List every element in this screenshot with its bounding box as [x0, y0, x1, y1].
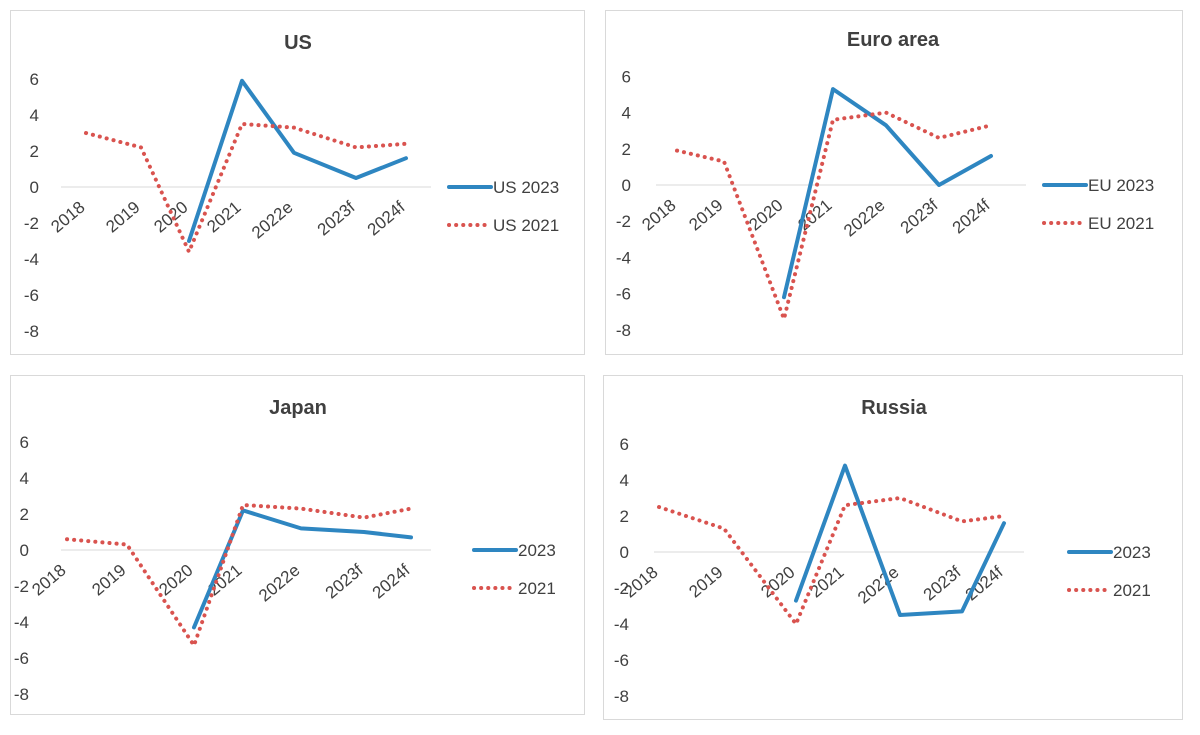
series-line-dotted [675, 110, 993, 321]
x-tick-label: 2020 [150, 198, 191, 237]
y-tick-label: 2 [622, 140, 631, 159]
y-tick-label: -6 [24, 286, 39, 305]
y-tick-label: -4 [614, 615, 629, 634]
x-tick-label: 2022e [840, 196, 888, 241]
chart-title: US [284, 32, 312, 54]
x-tick-label: 2023f [314, 197, 359, 239]
y-tick-label: -8 [14, 685, 29, 704]
y-tick-label: -2 [14, 577, 29, 596]
chart-panel-russia: Russia 6 4 2 0 -2 -4 -6 -8 2018 2019 2020 2021 2022e 2… [603, 375, 1183, 720]
x-tick-label: 2018 [47, 198, 88, 237]
legend-label: US 2021 [493, 216, 559, 235]
x-tick-label: 2024f [369, 560, 414, 602]
y-tick-label: 4 [20, 469, 29, 488]
legend-label: US 2023 [493, 178, 559, 197]
legend-label: EU 2023 [1088, 176, 1154, 195]
x-tick-label: 2019 [685, 563, 726, 602]
chart-panel-euro-area: Euro area 6 4 2 0 -2 -4 -6 -8 2018 2019 2020 2021 202… [605, 10, 1183, 355]
legend-label: 2021 [518, 579, 556, 598]
chart-title: Russia [861, 397, 927, 419]
y-tick-label: 4 [30, 106, 39, 125]
x-tick-label: 2019 [88, 561, 129, 600]
x-tick-label: 2018 [638, 196, 679, 235]
chart-title: Euro area [847, 29, 940, 51]
y-tick-label: -2 [616, 212, 631, 231]
y-tick-label: 6 [30, 70, 39, 89]
y-tick-label: -8 [616, 321, 631, 340]
series-line-solid [187, 78, 408, 243]
series-line-dotted [657, 496, 1006, 626]
y-tick-label: 0 [620, 543, 629, 562]
y-tick-label: 6 [622, 67, 631, 86]
y-tick-label: -4 [24, 250, 39, 269]
y-tick-label: 0 [20, 541, 29, 560]
series-line-solid [782, 87, 993, 300]
x-tick-label: 2022e [248, 198, 296, 243]
y-tick-label: 4 [620, 471, 629, 490]
x-tick-label: 2021 [203, 198, 244, 237]
series-line-dotted [84, 122, 408, 254]
y-tick-label: 4 [622, 104, 631, 123]
y-tick-label: -2 [24, 214, 39, 233]
y-tick-label: 6 [20, 433, 29, 452]
y-tick-label: -2 [614, 579, 629, 598]
x-tick-label: 2023f [322, 560, 367, 602]
y-tick-label: 0 [622, 176, 631, 195]
y-tick-label: 2 [620, 507, 629, 526]
y-tick-label: -4 [616, 248, 631, 267]
x-tick-label: 2019 [102, 198, 143, 237]
legend-label: 2021 [1113, 581, 1151, 600]
x-tick-label: 2018 [28, 561, 69, 600]
x-tick-label: 2024f [364, 197, 409, 239]
x-tick-label: 2023f [920, 562, 965, 604]
series-line-solid [794, 463, 1006, 617]
y-tick-label: -8 [614, 687, 629, 706]
legend-label: 2023 [518, 541, 556, 560]
chart-panel-us: US 6 4 2 0 -2 -4 -6 -8 2018 2019 2020 2021 2022e 2023f… [10, 10, 585, 355]
y-tick-label: 6 [620, 435, 629, 454]
x-tick-label: 2023f [897, 195, 942, 237]
legend-label: 2023 [1113, 543, 1151, 562]
y-tick-label: -4 [14, 613, 29, 632]
y-tick-label: -8 [24, 322, 39, 341]
y-tick-label: -6 [616, 285, 631, 304]
y-tick-label: 2 [20, 505, 29, 524]
y-tick-label: -6 [614, 651, 629, 670]
x-tick-label: 2018 [620, 563, 661, 602]
y-tick-label: 2 [30, 142, 39, 161]
y-tick-label: 0 [30, 178, 39, 197]
x-tick-label: 2024f [949, 195, 994, 237]
x-tick-label: 2022e [255, 561, 303, 606]
chart-title: Japan [269, 397, 327, 419]
y-tick-label: -6 [14, 649, 29, 668]
x-tick-label: 2019 [685, 196, 726, 235]
chart-panel-japan: Japan 6 4 2 0 -2 -4 -6 -8 2018 2019 2020 2021 2022e 20… [10, 375, 585, 715]
chart-svg-us: US 6 4 2 0 -2 -4 -6 -8 2018 2019 2020 2021 2022e 2023f… [24, 32, 559, 341]
legend-label: EU 2021 [1088, 214, 1154, 233]
